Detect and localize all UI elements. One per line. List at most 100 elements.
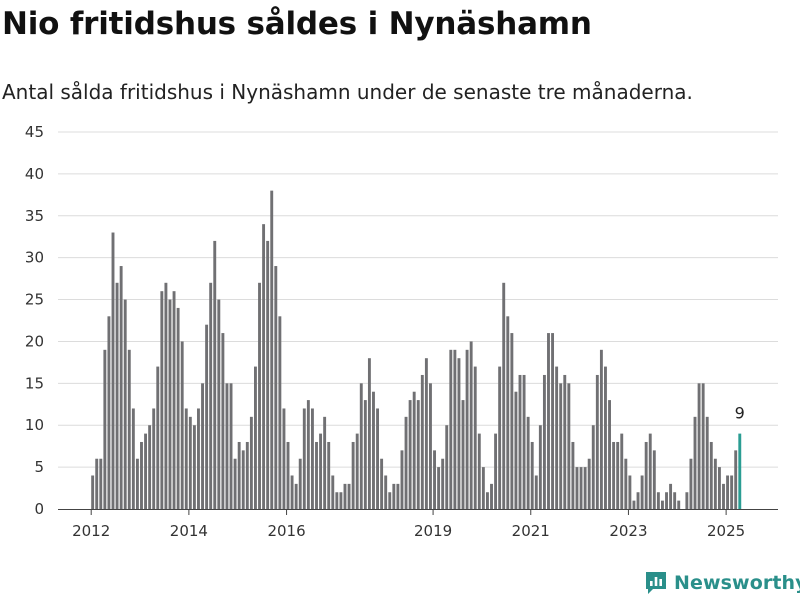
y-tick-label: 5	[34, 458, 44, 476]
bar	[722, 483, 725, 509]
bar	[262, 224, 266, 509]
bar	[339, 492, 343, 509]
bar	[595, 374, 599, 509]
bar	[522, 374, 526, 509]
bar	[160, 291, 164, 509]
bar	[665, 492, 668, 509]
bar	[233, 458, 237, 509]
bar	[392, 483, 396, 509]
bar	[127, 349, 131, 509]
bar	[481, 467, 485, 509]
bar	[294, 483, 298, 509]
bar	[237, 441, 241, 509]
bar	[156, 366, 160, 509]
bar	[648, 433, 652, 509]
bar	[514, 391, 518, 509]
bar	[575, 467, 579, 509]
bar	[229, 383, 233, 509]
bar	[335, 492, 339, 509]
bar	[135, 458, 139, 509]
bar	[604, 366, 607, 509]
bar	[306, 400, 310, 509]
bar	[315, 441, 318, 509]
bar	[685, 492, 689, 509]
bar	[420, 374, 424, 509]
bar	[567, 383, 571, 509]
bar	[209, 282, 213, 509]
bar	[469, 341, 473, 509]
y-tick-label: 25	[25, 291, 44, 309]
bar	[534, 475, 538, 509]
bar	[669, 483, 673, 509]
bar	[652, 450, 656, 509]
bar	[111, 232, 115, 509]
x-tick-label: 2025	[707, 522, 745, 540]
bar	[620, 433, 624, 509]
bar	[249, 416, 253, 509]
bar	[453, 349, 457, 509]
x-tick-label: 2019	[414, 522, 452, 540]
bar	[579, 467, 583, 509]
bar	[205, 324, 209, 509]
bar	[530, 441, 534, 509]
bar	[188, 416, 192, 509]
y-tick-label: 0	[34, 500, 44, 518]
bar	[693, 416, 697, 509]
bar	[355, 433, 359, 509]
bar	[192, 425, 196, 509]
bar	[351, 441, 355, 509]
bar	[412, 391, 416, 509]
bar	[152, 408, 156, 509]
bar	[498, 366, 502, 509]
bar	[241, 450, 245, 509]
bar	[282, 408, 286, 509]
bar	[644, 441, 648, 509]
newsworthy-logo: Newsworthy	[644, 570, 800, 596]
bar	[424, 358, 428, 509]
bar	[380, 458, 384, 509]
bar	[172, 291, 176, 509]
bar	[485, 492, 489, 509]
bar	[123, 299, 127, 509]
chart-title: Nio fritidshus såldes i Nynäshamn	[2, 6, 592, 42]
gridlines	[58, 131, 778, 468]
bar	[571, 441, 575, 509]
bar	[429, 383, 432, 509]
bar	[367, 358, 371, 509]
bar	[404, 416, 408, 509]
bar	[298, 458, 302, 509]
bar	[400, 450, 404, 509]
bar	[705, 416, 709, 509]
bar	[502, 282, 506, 509]
bar	[518, 374, 522, 509]
x-tick-label: 2023	[609, 522, 647, 540]
bar	[148, 425, 152, 509]
bar	[176, 307, 180, 509]
bar	[363, 400, 367, 509]
bar	[131, 408, 135, 509]
bar	[477, 433, 481, 509]
bar	[555, 366, 559, 509]
bar	[441, 458, 445, 509]
bar	[591, 425, 595, 509]
bar	[433, 450, 436, 509]
bar	[347, 483, 351, 509]
bar	[310, 408, 314, 509]
bar	[119, 266, 123, 509]
bar	[697, 383, 701, 509]
bar	[201, 383, 204, 509]
bar	[245, 441, 249, 509]
bar	[717, 467, 721, 509]
data-labels: 9	[735, 404, 745, 423]
bar	[408, 400, 412, 509]
bar	[266, 240, 270, 509]
bar	[258, 282, 261, 509]
bar	[180, 341, 184, 509]
bar	[140, 441, 143, 509]
bar	[510, 333, 514, 509]
bar	[213, 240, 217, 509]
bar	[734, 450, 738, 509]
bar	[709, 441, 713, 509]
x-tick-label: 2021	[512, 522, 550, 540]
